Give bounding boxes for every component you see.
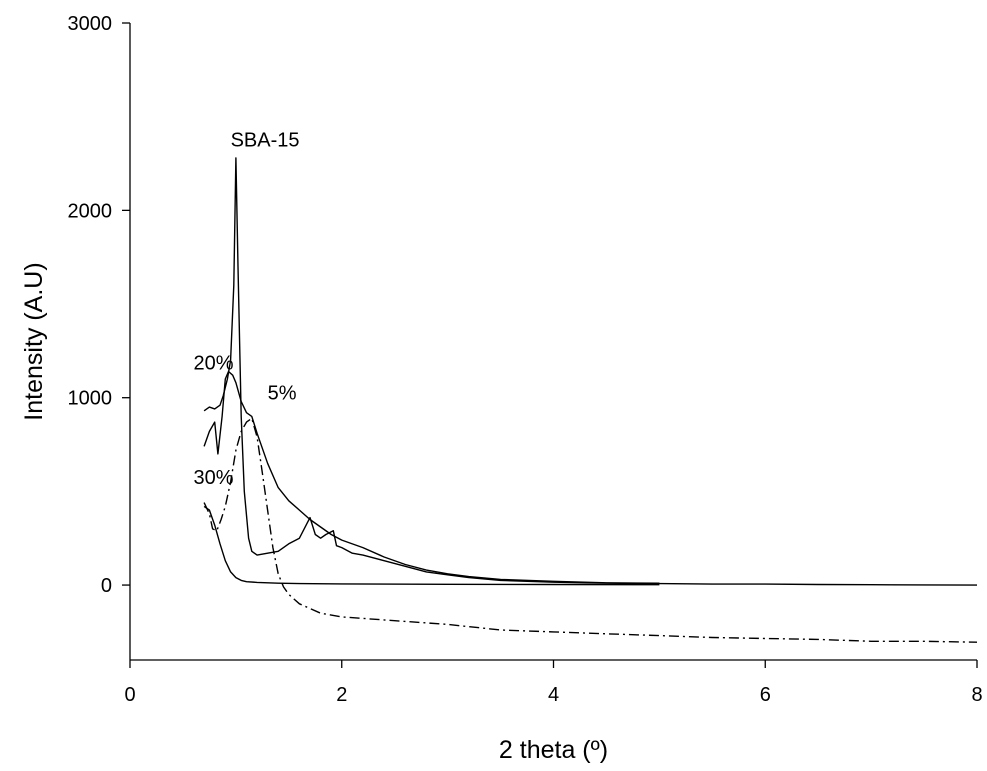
annotations: SBA-15 20% 5% 30% <box>194 130 300 489</box>
series-line-4 <box>203 505 660 586</box>
y-axis-title: Intensity (A.U) <box>20 262 48 420</box>
x-tick-label: 8 <box>971 684 982 706</box>
y-tick-label: 0 <box>101 575 112 597</box>
plot-area <box>203 157 978 643</box>
annotation-label: SBA-15 <box>231 130 300 152</box>
y-tick-label: 1000 <box>68 388 113 410</box>
series-line-1 <box>203 157 978 586</box>
x-axis-title: 2 theta (º) <box>499 736 608 764</box>
x-tick-label: 4 <box>548 684 559 706</box>
series-line-2 <box>203 370 660 584</box>
annotation-label: 30% <box>194 467 234 489</box>
x-tick-label: 6 <box>760 684 771 706</box>
x-tick-label: 2 <box>336 684 347 706</box>
axes: 0 2 4 6 8 0 1000 2000 3000 <box>68 13 983 706</box>
x-tick-label: 0 <box>124 684 135 706</box>
annotation-label: 5% <box>268 383 297 405</box>
annotation-label: 20% <box>194 353 234 375</box>
y-tick-label: 3000 <box>68 13 113 35</box>
y-tick-label: 2000 <box>68 200 113 222</box>
series-line-3 <box>203 417 978 643</box>
